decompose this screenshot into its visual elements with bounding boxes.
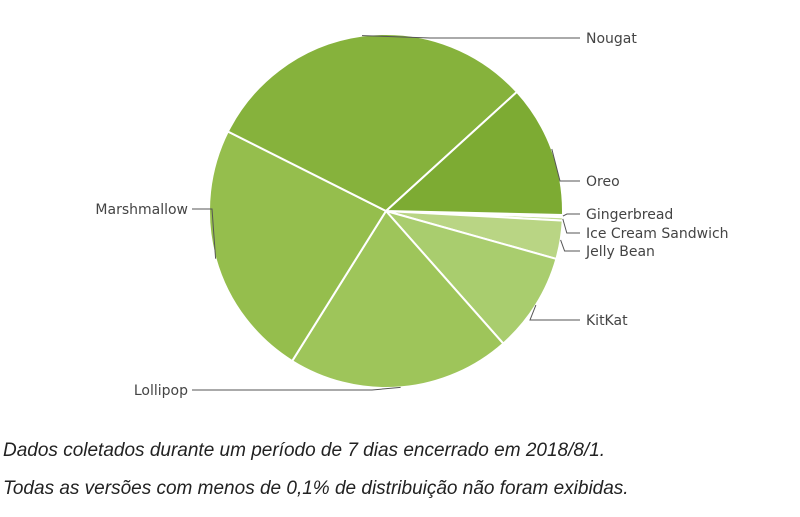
leader-lines: [192, 35, 580, 391]
slice-label-ice-cream-sandwich: Ice Cream Sandwich: [586, 226, 729, 242]
leader-line-oreo: [551, 148, 580, 182]
caption-line-2: Todas as versões com menos de 0,1% de di…: [3, 478, 629, 499]
slice-labels: Gingerbread Ice Cream Sandwich Jelly Bean K…: [95, 31, 728, 399]
leader-line-nougat: [361, 35, 580, 39]
leader-line-jelly-bean: [560, 239, 580, 252]
slice-label-lollipop: Lollipop: [134, 383, 188, 399]
pie-slice-nougat: [226, 33, 518, 212]
leader-line-lollipop: [192, 386, 401, 391]
leader-line-gingerbread: [562, 213, 580, 217]
slice-label-kitkat: KitKat: [586, 313, 628, 329]
leader-line-ice-cream-sandwich: [562, 218, 580, 234]
slice-label-nougat: Nougat: [586, 31, 637, 47]
leader-line-marshmallow: [192, 208, 217, 259]
slice-label-oreo: Oreo: [586, 174, 620, 190]
slice-label-gingerbread: Gingerbread: [586, 207, 673, 223]
pie-slices: [208, 33, 564, 389]
pie-slice-kitkat: [385, 210, 558, 345]
leader-line-kitkat: [529, 304, 580, 321]
pie-chart: Gingerbread Ice Cream Sandwich Jelly Bean K…: [95, 31, 728, 399]
caption-line-1: Dados coletados durante um período de 7 …: [3, 440, 606, 461]
slice-label-jelly-bean: Jelly Bean: [585, 244, 655, 260]
slice-label-marshmallow: Marshmallow: [95, 202, 188, 218]
pie-slice-lollipop: [291, 210, 505, 389]
